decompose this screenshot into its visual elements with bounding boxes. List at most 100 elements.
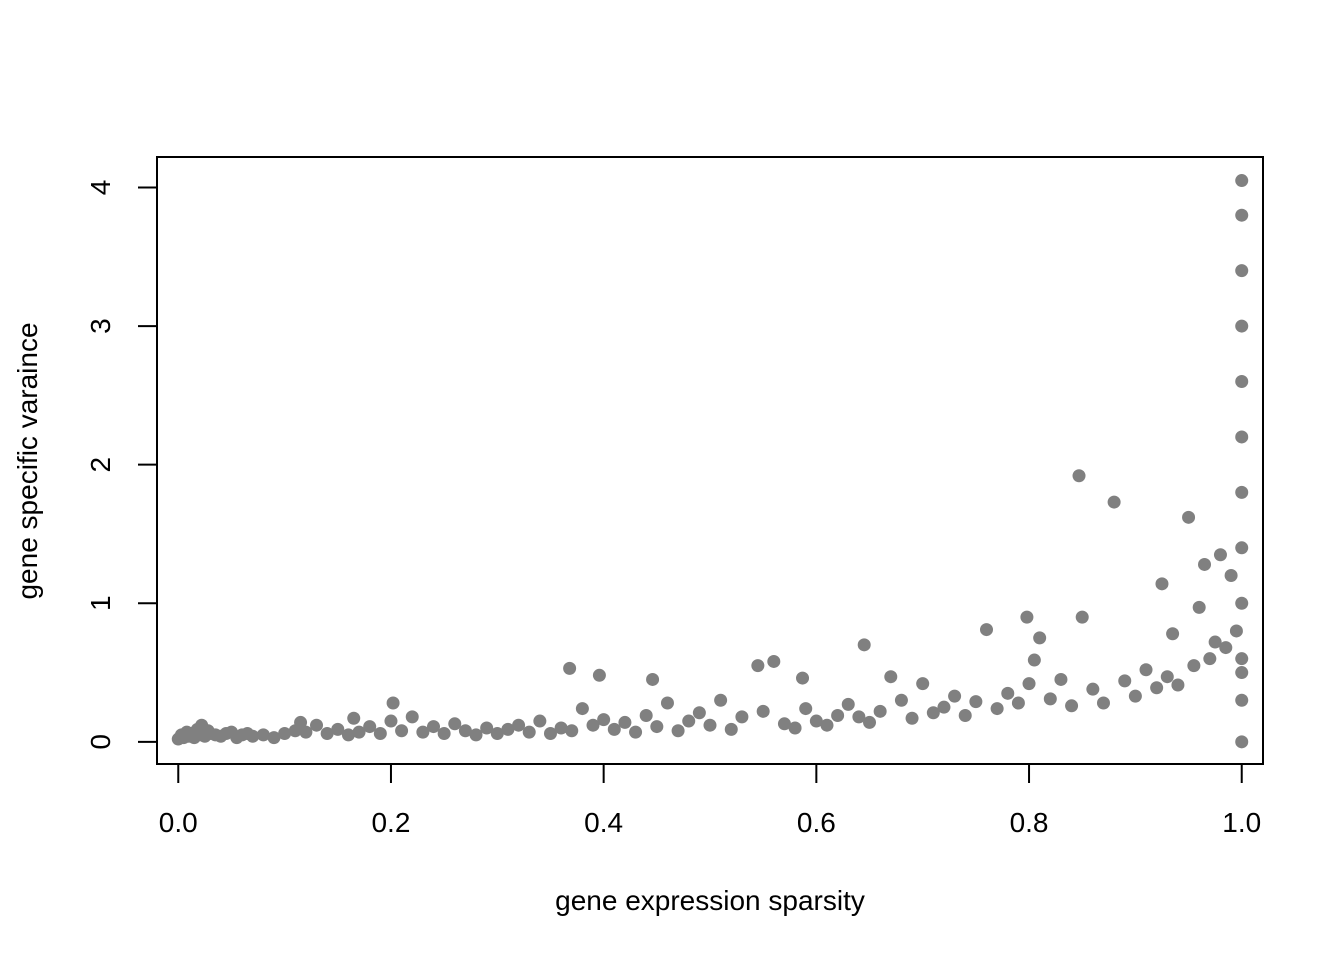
data-point [341, 728, 355, 742]
data-point [1171, 678, 1185, 692]
data-point [724, 722, 738, 736]
x-tick-label: 0.0 [159, 807, 198, 838]
data-point [310, 718, 324, 732]
data-point [990, 702, 1004, 716]
data-point [1166, 627, 1180, 641]
data-point [480, 721, 494, 735]
data-point [347, 711, 361, 725]
data-point [735, 710, 749, 724]
data-point [565, 724, 579, 738]
data-point [458, 724, 472, 738]
x-tick-label: 0.4 [584, 807, 623, 838]
data-point [894, 693, 908, 707]
data-point [1027, 653, 1041, 667]
data-point [1235, 485, 1249, 499]
y-tick-label: 4 [85, 180, 116, 196]
y-tick-label: 3 [85, 318, 116, 334]
data-point [796, 671, 810, 685]
data-point [1011, 696, 1025, 710]
data-point [1139, 663, 1153, 677]
data-point [469, 728, 483, 742]
data-point [1229, 624, 1243, 638]
x-axis-label: gene expression sparsity [555, 885, 865, 916]
data-point [1128, 689, 1142, 703]
data-point [363, 720, 377, 734]
data-point [1235, 208, 1249, 222]
data-point [969, 695, 983, 709]
data-point [246, 729, 260, 743]
data-point [352, 725, 366, 739]
data-point [831, 708, 845, 722]
data-point [916, 677, 930, 691]
data-point [405, 710, 419, 724]
data-point [1235, 735, 1249, 749]
data-point [682, 714, 696, 728]
data-point [331, 722, 345, 736]
data-point [384, 714, 398, 728]
y-axis: 0 1 2 3 4 [85, 180, 158, 750]
data-point [692, 706, 706, 720]
data-point [1160, 670, 1174, 684]
data-point [1096, 696, 1110, 710]
data-point [1198, 557, 1212, 571]
data-point [937, 700, 951, 714]
data-point [1001, 686, 1015, 700]
data-point [646, 672, 660, 686]
data-point [1235, 596, 1249, 610]
data-point [905, 711, 919, 725]
data-points [171, 174, 1249, 749]
x-tick-label: 0.2 [371, 807, 410, 838]
data-point [751, 659, 765, 673]
data-point [639, 708, 653, 722]
y-axis-label: gene specific varaince [12, 322, 43, 599]
data-point [1118, 674, 1132, 688]
data-point [1235, 174, 1249, 188]
data-point [1086, 682, 1100, 696]
data-point [1107, 495, 1121, 509]
data-point [437, 727, 451, 741]
data-point [756, 704, 770, 718]
data-point [1203, 652, 1217, 666]
data-point [1054, 672, 1068, 686]
data-point [592, 668, 606, 682]
data-point [618, 715, 632, 729]
data-point [714, 693, 728, 707]
data-point [522, 725, 536, 739]
data-point [1213, 548, 1227, 562]
data-point [660, 696, 674, 710]
x-tick-label: 0.6 [797, 807, 836, 838]
data-point [554, 721, 568, 735]
data-point [884, 670, 898, 684]
data-point [1033, 631, 1047, 645]
data-point [1235, 319, 1249, 333]
y-tick-label: 1 [85, 595, 116, 611]
data-point [1043, 692, 1057, 706]
data-point [278, 727, 292, 741]
data-point [607, 722, 621, 736]
data-point [1022, 677, 1036, 691]
data-point [267, 731, 281, 745]
data-point [1235, 264, 1249, 278]
x-tick-label: 1.0 [1222, 807, 1261, 838]
data-point [1072, 469, 1086, 483]
data-point [1065, 699, 1079, 713]
data-point [427, 720, 440, 734]
data-point [1020, 610, 1034, 624]
data-point [512, 718, 526, 732]
data-point [395, 724, 409, 738]
data-point [1224, 569, 1238, 583]
data-point [841, 697, 855, 711]
data-point [490, 727, 504, 741]
x-axis: 0.0 0.2 0.4 0.6 0.8 1.0 [159, 763, 1261, 838]
data-point [1219, 641, 1233, 655]
y-tick-label: 0 [85, 734, 116, 750]
data-point [1235, 375, 1249, 389]
data-point [820, 718, 834, 732]
data-point [926, 706, 940, 720]
data-point [1182, 510, 1196, 524]
y-tick-label: 2 [85, 457, 116, 473]
data-point [948, 689, 962, 703]
data-point [1235, 430, 1249, 444]
data-point [857, 638, 871, 652]
